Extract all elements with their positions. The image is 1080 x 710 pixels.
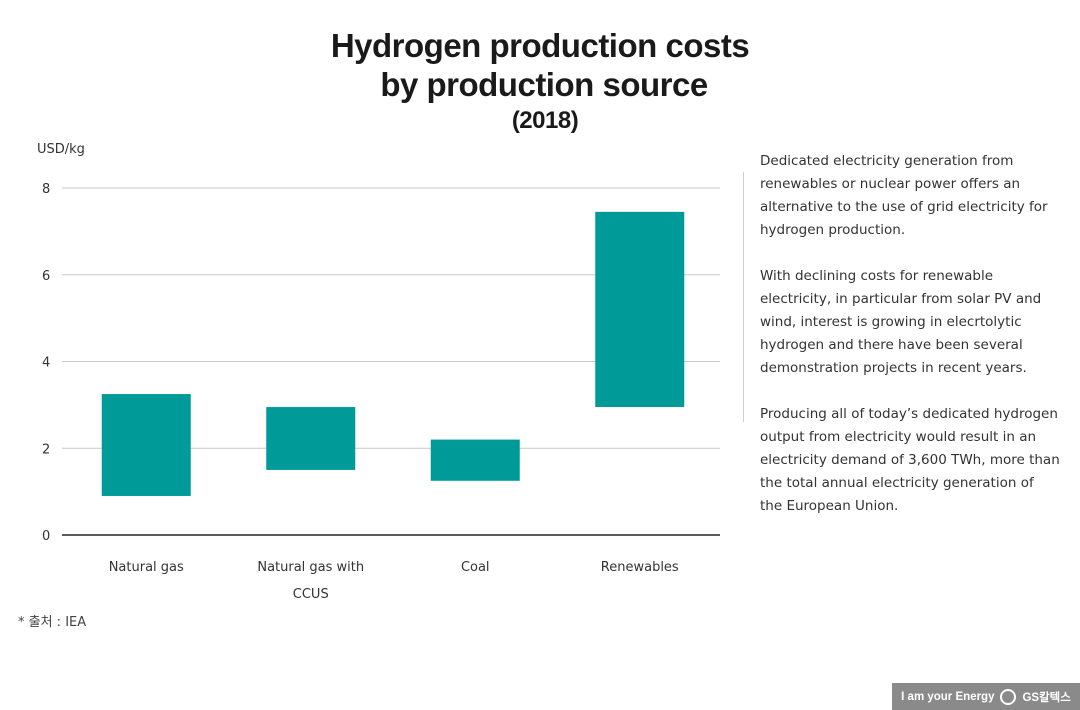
- title-line-1: Hydrogen production costs: [330, 27, 750, 64]
- side-paragraph-3: Producing all of today’s dedicated hydro…: [760, 406, 1060, 514]
- y-tick-label-0: 0: [42, 529, 50, 544]
- y-tick-label-2: 2: [42, 442, 50, 457]
- y-tick-label-6: 6: [42, 269, 50, 284]
- footer-brand-bar: I am your Energy GS칼텍스: [892, 683, 1080, 710]
- chart-title: Hydrogen production costs by production …: [0, 26, 1080, 138]
- x-tick-label-1: Natural gas: [109, 560, 184, 575]
- title-line-2: by production source: [380, 66, 708, 103]
- side-description: Dedicated electricity generation from re…: [760, 150, 1060, 541]
- x-tick-label-2-line-1: Natural gas with: [257, 560, 364, 575]
- bar-natural-gas: [101, 394, 191, 496]
- x-tick-label-3: Coal: [461, 560, 490, 575]
- source-note: * 출처 : IEA: [18, 615, 87, 630]
- title-year: (2018): [511, 107, 579, 134]
- x-tick-label-4: Renewables: [601, 560, 679, 575]
- y-axis-unit-label: USD/kg: [37, 142, 85, 157]
- divider-line: [743, 172, 744, 422]
- x-tick-label-2-line-2: CCUS: [293, 587, 329, 602]
- y-tick-label-4: 4: [42, 356, 50, 371]
- bar-chart: USD/kg 0 2 4 6 8 Natural gas Natural gas with CC…: [37, 142, 720, 602]
- footer-tagline: I am your Energy: [901, 690, 995, 703]
- footer-brand: GS칼텍스: [1022, 691, 1071, 704]
- gs-logo-icon: [1000, 688, 1017, 705]
- side-paragraph-2: With declining costs for renewable elect…: [760, 268, 1042, 376]
- y-tick-label-8: 8: [42, 182, 50, 197]
- bar-coal: [430, 439, 520, 481]
- bar-renewables: [595, 211, 685, 408]
- side-paragraph-1: Dedicated electricity generation from re…: [760, 153, 1048, 238]
- bar-natural-gas-with-ccus: [266, 407, 356, 470]
